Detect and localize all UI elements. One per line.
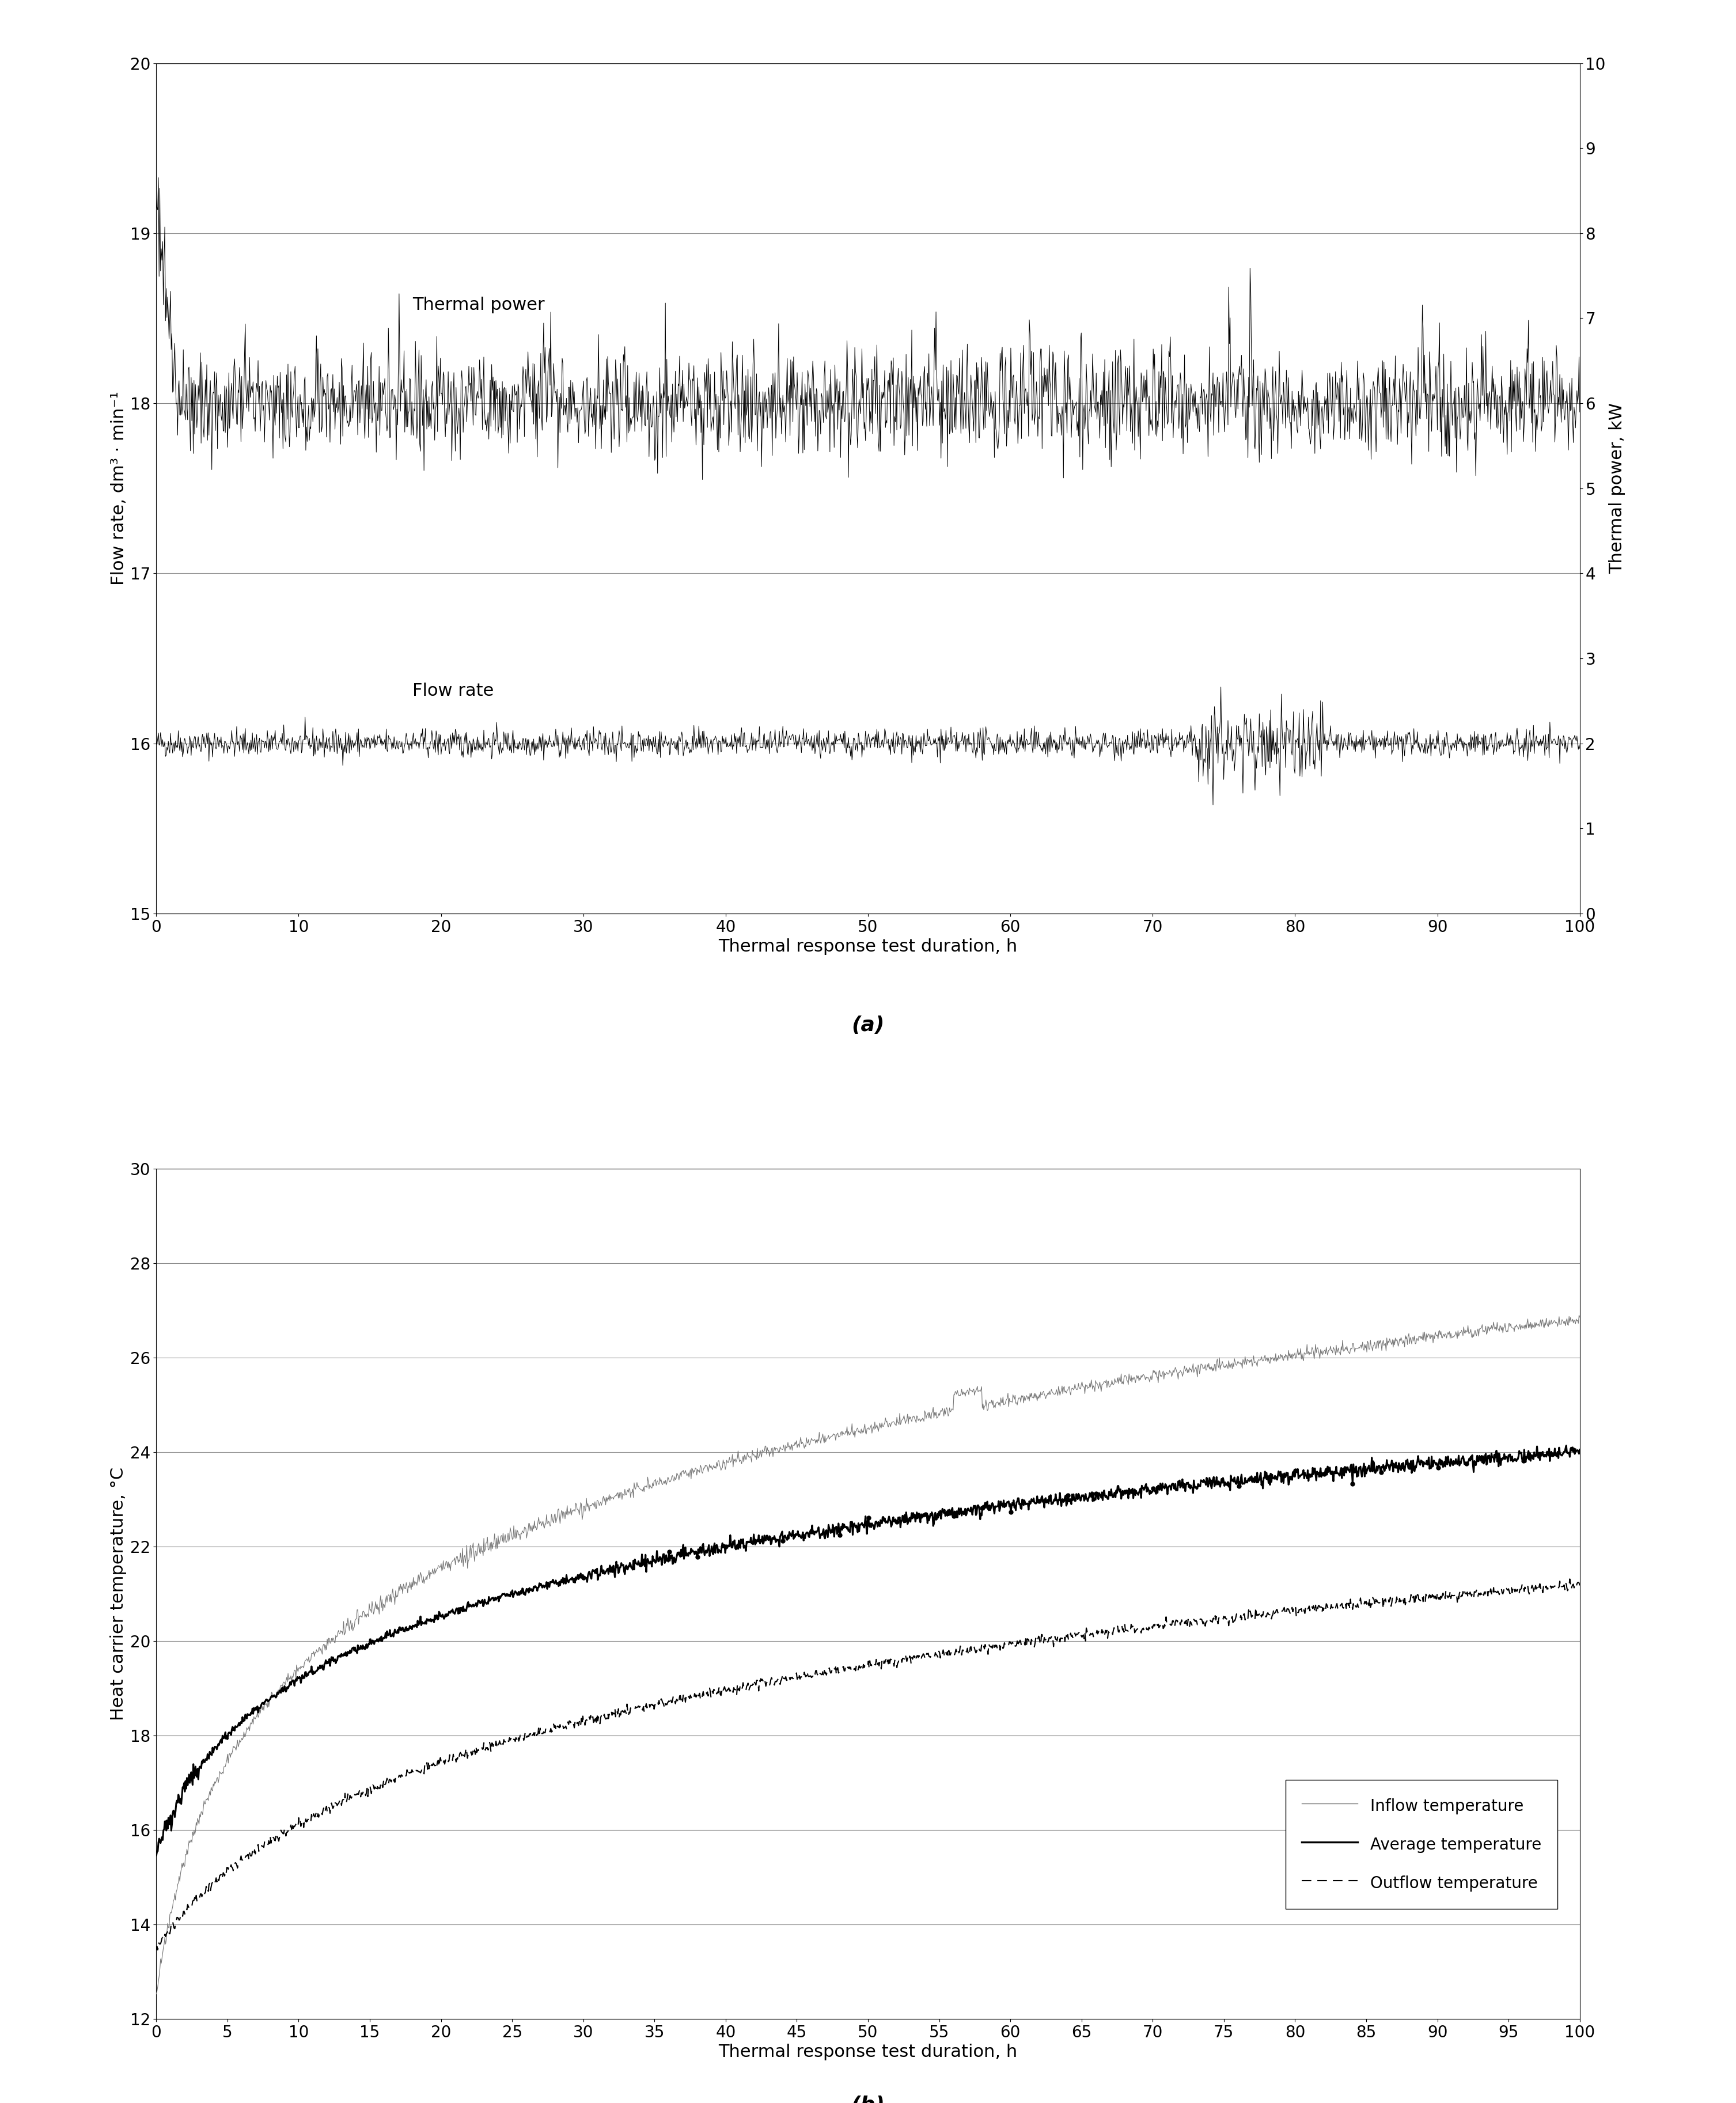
Average temperature <box>1267 1468 1288 1493</box>
Inflow temperature <box>146 1981 167 2006</box>
Average temperature <box>1569 1436 1590 1462</box>
X-axis label: Thermal response test duration, h: Thermal response test duration, h <box>719 2044 1017 2061</box>
Inflow temperature <box>838 1420 859 1445</box>
Legend: Inflow temperature, Average temperature, Outflow temperature: Inflow temperature, Average temperature,… <box>1286 1779 1557 1910</box>
Line: Outflow temperature: Outflow temperature <box>156 1579 1580 1949</box>
Y-axis label: Thermal power, kW: Thermal power, kW <box>1609 404 1625 574</box>
Outflow temperature <box>1267 1596 1288 1621</box>
Text: (a): (a) <box>851 1016 885 1035</box>
Average temperature <box>1528 1445 1549 1470</box>
Outflow temperature <box>219 1855 240 1880</box>
Inflow temperature <box>219 1741 240 1767</box>
Average temperature <box>800 1518 821 1544</box>
Outflow temperature <box>800 1663 821 1689</box>
Text: (b): (b) <box>851 2095 885 2103</box>
Inflow temperature <box>1528 1312 1549 1338</box>
Average temperature <box>219 1720 240 1745</box>
Text: Flow rate: Flow rate <box>413 683 495 698</box>
Y-axis label: Flow rate, dm³ · min⁻¹: Flow rate, dm³ · min⁻¹ <box>111 391 127 585</box>
Inflow temperature <box>1267 1346 1288 1371</box>
Line: Inflow temperature: Inflow temperature <box>156 1314 1580 1994</box>
Average temperature <box>146 1842 167 1867</box>
Outflow temperature <box>838 1655 859 1680</box>
Inflow temperature <box>800 1428 821 1453</box>
Average temperature <box>838 1518 859 1544</box>
Inflow temperature <box>1569 1302 1590 1327</box>
Outflow temperature <box>1569 1573 1590 1598</box>
Inflow temperature <box>1569 1304 1590 1329</box>
Y-axis label: Heat carrier temperature, °C: Heat carrier temperature, °C <box>111 1468 127 1720</box>
Outflow temperature <box>1559 1567 1580 1592</box>
X-axis label: Thermal response test duration, h: Thermal response test duration, h <box>719 938 1017 955</box>
Average temperature <box>1555 1432 1576 1457</box>
Line: Average temperature: Average temperature <box>156 1445 1580 1855</box>
Outflow temperature <box>1528 1577 1549 1602</box>
Outflow temperature <box>1528 1575 1549 1600</box>
Text: Thermal power: Thermal power <box>413 297 545 313</box>
Outflow temperature <box>146 1937 167 1962</box>
Inflow temperature <box>1528 1312 1549 1338</box>
Average temperature <box>1528 1443 1549 1468</box>
